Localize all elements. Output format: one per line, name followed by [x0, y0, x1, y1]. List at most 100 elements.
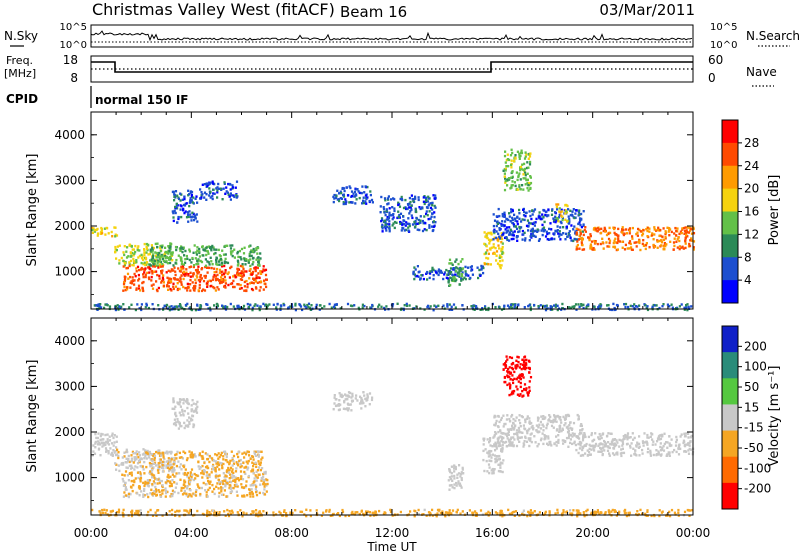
- data-cell: [154, 485, 157, 489]
- data-cell: [430, 225, 434, 228]
- data-cell: [524, 436, 527, 440]
- data-cell: [558, 210, 561, 213]
- data-cell: [319, 304, 322, 307]
- data-cell: [504, 150, 507, 153]
- data-cell: [433, 225, 436, 228]
- data-cell: [450, 278, 454, 282]
- data-cell: [209, 196, 212, 199]
- data-cell: [447, 270, 450, 273]
- data-cell: [193, 218, 196, 222]
- data-cell: [264, 273, 268, 277]
- data-cell: [425, 228, 428, 232]
- freq-trace: [91, 61, 693, 73]
- data-cell: [176, 288, 179, 292]
- data-cell: [500, 308, 504, 311]
- data-cell: [252, 511, 255, 514]
- data-cell: [172, 287, 175, 291]
- power-ylabel: Slant Range [km]: [25, 154, 40, 267]
- data-cell: [524, 215, 527, 218]
- data-cell: [509, 305, 512, 309]
- data-cell: [514, 364, 517, 367]
- data-cell: [167, 256, 170, 260]
- data-cell: [168, 281, 171, 284]
- data-cell: [646, 436, 649, 439]
- data-cell: [581, 439, 585, 442]
- data-cell: [181, 265, 185, 268]
- data-cell: [469, 276, 472, 280]
- data-cell: [142, 280, 145, 284]
- data-cell: [528, 155, 532, 158]
- data-cell: [531, 209, 534, 212]
- data-cell: [461, 278, 464, 281]
- data-cell: [431, 208, 434, 211]
- data-cell: [417, 222, 421, 225]
- data-cell: [513, 217, 517, 220]
- data-cell: [685, 304, 688, 307]
- data-cell: [427, 204, 430, 207]
- data-cell: [196, 246, 199, 249]
- data-cell: [96, 436, 99, 440]
- data-cell: [179, 278, 182, 281]
- data-cell: [190, 219, 193, 222]
- data-cell: [202, 279, 206, 283]
- data-cell: [528, 163, 532, 166]
- data-cell: [239, 465, 242, 469]
- data-cell: [139, 268, 143, 271]
- data-cell: [257, 260, 260, 263]
- data-cell: [132, 452, 135, 455]
- data-cell: [599, 434, 602, 438]
- data-cell: [173, 209, 176, 213]
- data-cell: [211, 246, 214, 249]
- data-cell: [216, 186, 219, 189]
- data-cell: [218, 260, 221, 263]
- data-cell: [129, 286, 132, 289]
- data-cell: [170, 463, 173, 466]
- data-cell: [161, 276, 164, 279]
- data-cell: [305, 306, 308, 309]
- data-cell: [218, 455, 221, 459]
- data-cell: [498, 247, 501, 250]
- data-cell: [607, 304, 610, 307]
- data-cell: [151, 494, 155, 497]
- data-cell: [577, 415, 580, 418]
- data-cell: [246, 302, 249, 306]
- data-cell: [243, 494, 246, 497]
- data-cell: [473, 308, 476, 311]
- data-cell: [234, 276, 237, 279]
- data-cell: [232, 305, 235, 308]
- data-cell: [229, 250, 233, 253]
- data-cell: [360, 510, 363, 513]
- data-cell: [195, 195, 198, 198]
- data-cell: [668, 454, 671, 457]
- data-cell: [610, 432, 613, 435]
- data-cell: [203, 461, 206, 465]
- data-cell: [482, 439, 485, 442]
- data-cell: [232, 486, 235, 490]
- data-cell: [594, 240, 597, 243]
- data-cell: [339, 307, 342, 310]
- data-cell: [214, 453, 217, 456]
- data-cell: [664, 231, 668, 234]
- data-cell: [239, 264, 242, 268]
- data-cell: [231, 186, 235, 189]
- data-cell: [157, 471, 160, 474]
- data-cell: [130, 464, 133, 467]
- data-cell: [642, 229, 645, 232]
- data-cell: [206, 250, 209, 253]
- data-cell: [198, 247, 201, 251]
- data-cell: [508, 382, 511, 385]
- data-cell: [117, 454, 120, 458]
- data-cell: [345, 186, 348, 189]
- data-cell: [437, 273, 440, 277]
- data-cell: [275, 308, 278, 311]
- data-cell: [505, 355, 508, 358]
- data-cell: [229, 459, 232, 463]
- data-cell: [518, 440, 521, 443]
- data-cell: [411, 197, 414, 201]
- data-cell: [511, 233, 514, 237]
- data-cell: [692, 246, 695, 249]
- data-cell: [142, 481, 145, 485]
- data-cell: [209, 246, 212, 249]
- data-cell: [533, 303, 536, 307]
- data-cell: [160, 452, 163, 456]
